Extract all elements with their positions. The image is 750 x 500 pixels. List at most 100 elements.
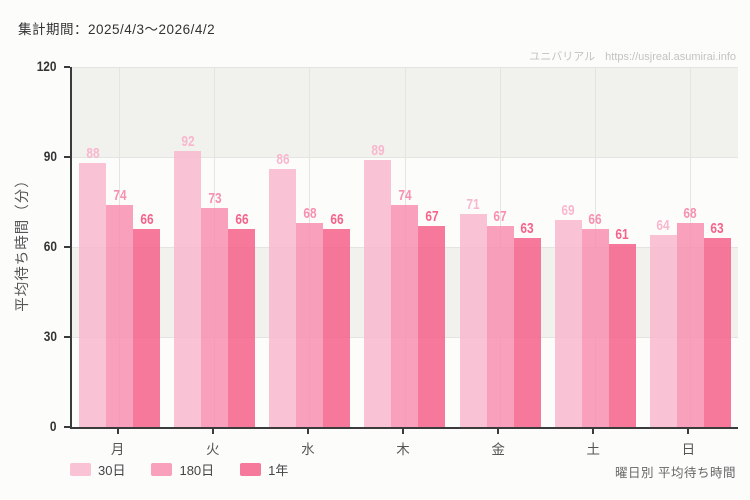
legend-label: 180日 [179, 463, 215, 478]
x-tick-mark [687, 429, 690, 434]
legend-item-30日: 30日 [70, 460, 125, 479]
legend-swatch [240, 463, 262, 476]
footer-caption: 曜日別 平均待ち時間 [615, 466, 736, 480]
barwrap: 73 [201, 67, 229, 427]
bar-value: 74 [398, 188, 412, 204]
bar-日-30日 [649, 235, 677, 427]
bar-月-180日 [106, 205, 134, 427]
bar-value: 73 [208, 191, 222, 207]
legend-item-180日: 180日 [151, 460, 214, 479]
bar-金-180日 [486, 226, 514, 427]
barwrap: 67 [486, 67, 514, 427]
bar-value: 88 [85, 146, 100, 162]
barwrap: 66 [228, 67, 256, 427]
bar-土-1年 [608, 244, 636, 427]
barwrap: 63 [513, 67, 541, 427]
bar-value: 63 [520, 221, 534, 237]
bar-group-水: 86 68 66 [262, 67, 357, 427]
barwrap: 92 [174, 67, 202, 427]
legend-label: 30日 [98, 463, 126, 478]
bar-value: 63 [710, 221, 725, 237]
barwrap: 86 [269, 67, 297, 427]
bar-金-30日 [459, 214, 487, 427]
x-cell-日: 日 [641, 429, 736, 458]
x-tick-mark [592, 429, 595, 434]
x-cell-金: 金 [451, 429, 546, 458]
bar-value: 67 [425, 209, 439, 225]
x-cell-木: 木 [355, 429, 450, 458]
y-tick-label: 0 [50, 419, 57, 434]
bar-group-土: 69 66 61 [548, 67, 643, 427]
bar-月-30日 [79, 163, 107, 427]
barwrap: 88 [79, 67, 107, 427]
barwrap: 66 [323, 67, 351, 427]
y-tick-mark [64, 66, 70, 68]
bar-木-30日 [364, 160, 392, 427]
legend-item-1年: 1年 [240, 460, 288, 479]
x-tick-mark [497, 429, 500, 434]
x-cell-土: 土 [546, 429, 641, 458]
bar-value: 66 [330, 212, 344, 228]
barwrap: 67 [418, 67, 446, 427]
barwrap: 63 [703, 67, 731, 427]
x-tick-mark [211, 429, 214, 434]
barwrap: 68 [296, 67, 324, 427]
barwrap: 61 [608, 67, 636, 427]
y-axis: 0 30 60 90 120 [0, 59, 70, 434]
bar-金-1年 [513, 238, 541, 427]
bar-value: 66 [139, 212, 154, 228]
x-tick-mark [401, 429, 404, 434]
bar-火-30日 [174, 151, 202, 427]
y-tick-mark [64, 426, 70, 428]
legend-swatch [151, 463, 173, 476]
bar-土-30日 [554, 220, 582, 427]
x-axis: 月火水木 金 土 日 [70, 429, 736, 458]
bar-value: 66 [235, 212, 249, 228]
barwrap: 74 [106, 67, 134, 427]
bar-group-火: 92 73 66 [167, 67, 262, 427]
bar-value: 67 [493, 209, 507, 225]
bar-水-30日 [269, 169, 297, 427]
bar-月-1年 [133, 229, 161, 427]
bar-value: 66 [588, 212, 602, 228]
bar-group-日: 64 68 63 [643, 67, 738, 427]
bar-木-1年 [418, 226, 446, 427]
barwrap: 66 [581, 67, 609, 427]
bar-group-木: 89 74 67 [357, 67, 452, 427]
plot-area: 88 74 66 92 73 66 86 68 66 89 74 67 71 67 63 69 66 61 64 68… [70, 67, 738, 429]
barwrap: 89 [364, 67, 392, 427]
legend-label: 1年 [268, 463, 289, 478]
bar-土-180日 [581, 229, 609, 427]
barwrap: 69 [554, 67, 582, 427]
bar-value: 69 [561, 203, 575, 219]
x-tick-mark [306, 429, 309, 434]
y-tick-label: 30 [43, 329, 57, 344]
x-tick-label: 金 [491, 442, 505, 457]
x-cell-火: 火 [165, 429, 260, 458]
y-tick-label: 60 [43, 239, 57, 254]
x-cell-月: 月 [70, 429, 165, 458]
bar-火-180日 [201, 208, 229, 427]
y-tick-mark [64, 336, 70, 338]
legend: 30日 180日 1年 [70, 460, 288, 479]
y-tick-mark [64, 156, 70, 158]
bar-group-金: 71 67 63 [453, 67, 548, 427]
bar-value: 86 [276, 152, 290, 168]
barwrap: 71 [459, 67, 487, 427]
period-label: 集計期間：2025/4/3〜2026/4/2 [18, 22, 216, 37]
x-cell-水: 水 [260, 429, 355, 458]
bar-value: 89 [371, 143, 385, 159]
bar-水-1年 [323, 229, 351, 427]
bar-火-1年 [228, 229, 256, 427]
x-tick-label: 土 [586, 442, 601, 457]
legend-swatch [70, 463, 91, 476]
bar-日-180日 [676, 223, 704, 427]
y-tick-label: 120 [37, 59, 57, 74]
bar-value: 68 [303, 206, 317, 222]
y-tick-mark [64, 246, 70, 248]
x-tick-mark [116, 429, 119, 434]
bar-value: 92 [181, 134, 195, 150]
bar-group-月: 88 74 66 [72, 67, 167, 427]
x-tick-label: 日 [681, 442, 696, 457]
